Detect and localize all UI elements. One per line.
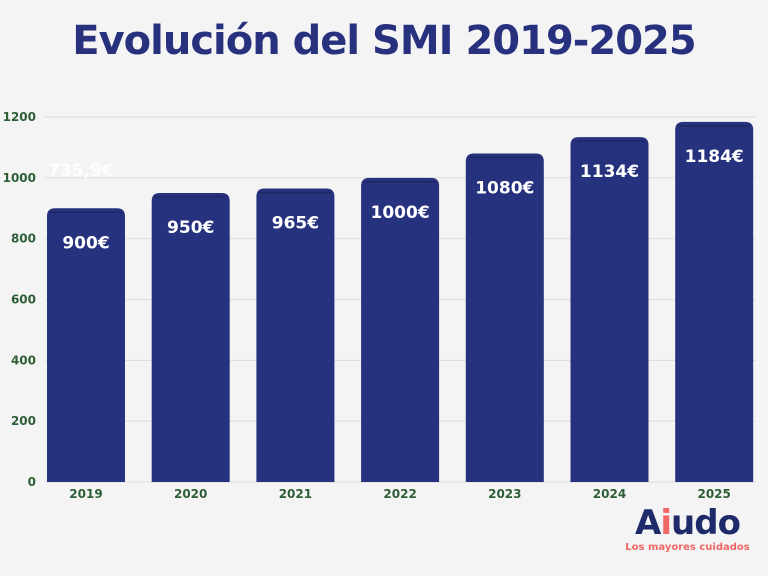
data-label: 1000€ — [371, 203, 430, 223]
bar — [47, 208, 125, 482]
y-tick-label: 0 — [28, 475, 36, 489]
x-tick-label: 2023 — [488, 487, 521, 501]
data-label: 1184€ — [685, 147, 744, 167]
bar — [256, 188, 335, 482]
bar — [465, 153, 544, 482]
aiudo-logo: Aiudo Los mayores cuidados — [620, 505, 755, 553]
bar — [675, 121, 754, 482]
y-tick-label: 800 — [11, 232, 36, 246]
logo-tagline: Los mayores cuidados — [625, 542, 750, 553]
data-label: 900€ — [62, 233, 109, 253]
logo-letters: udo — [671, 503, 741, 543]
data-label: 965€ — [272, 213, 319, 233]
bar — [361, 177, 440, 483]
data-label: 950€ — [167, 218, 214, 238]
x-tick-label: 2019 — [69, 487, 102, 501]
x-tick-label: 2020 — [174, 487, 207, 501]
y-tick-label: 1200 — [3, 110, 36, 124]
annotation: 735,9€ — [48, 161, 114, 181]
x-tick-label: 2025 — [697, 487, 730, 501]
bar — [151, 193, 230, 482]
logo-letter-accent: i — [660, 503, 672, 543]
x-tick-label: 2024 — [593, 487, 626, 501]
chart-title: Evolución del SMI 2019-2025 — [72, 18, 696, 64]
x-tick-label: 2022 — [383, 487, 416, 501]
data-label: 1080€ — [475, 179, 534, 199]
data-label: 1134€ — [580, 162, 639, 182]
y-tick-label: 400 — [11, 353, 36, 367]
y-tick-label: 600 — [11, 293, 36, 307]
logo-letter: A — [635, 503, 661, 543]
y-tick-label: 1000 — [3, 171, 36, 185]
bar — [570, 137, 649, 482]
y-tick-label: 200 — [11, 414, 36, 428]
x-tick-label: 2021 — [279, 487, 312, 501]
